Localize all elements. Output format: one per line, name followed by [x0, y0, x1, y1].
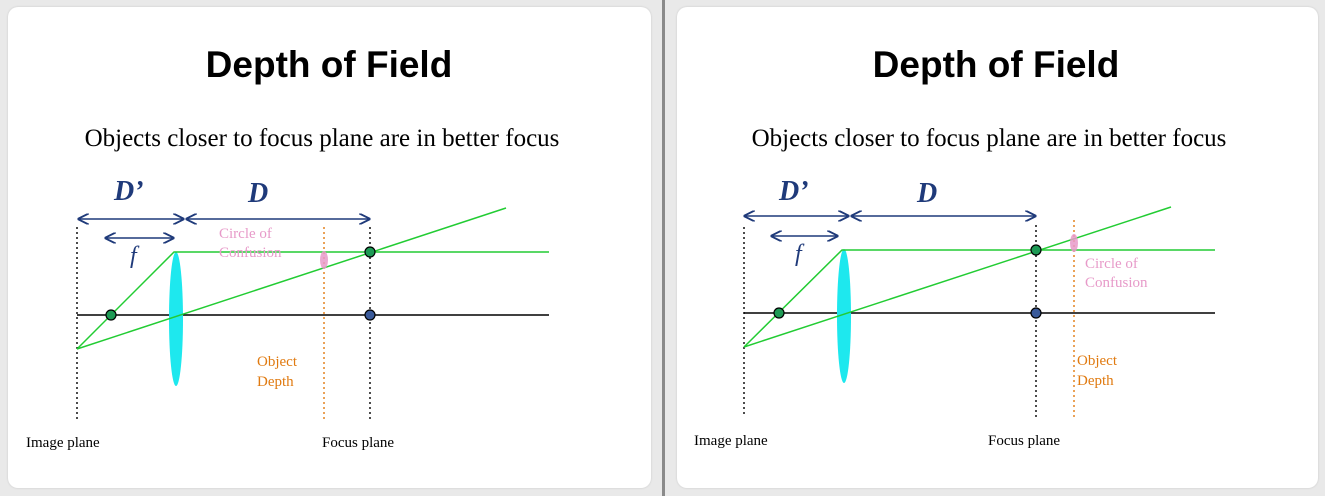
- coc-label-line1: Circle of: [1085, 256, 1138, 272]
- slide-right: Depth of Field Objects closer to focus p…: [677, 7, 1318, 488]
- focus-plane-label: Focus plane: [322, 435, 394, 451]
- focal-point-dot: [773, 307, 785, 319]
- window-divider[interactable]: [662, 0, 665, 496]
- slide-subtitle: Objects closer to focus plane are in bet…: [85, 125, 560, 152]
- dof-diagram-left: Depth of Field Objects closer to focus p…: [26, 44, 560, 451]
- circle-of-confusion-marker: [320, 251, 328, 269]
- chief-ray: [76, 207, 507, 350]
- slide-left: Depth of Field Objects closer to focus p…: [8, 7, 651, 488]
- circle-of-confusion-marker: [1070, 234, 1078, 252]
- coc-label-line2: Confusion: [1085, 275, 1148, 291]
- lens: [169, 252, 183, 386]
- parallel-ray: [76, 251, 549, 350]
- label-d-prime: D’: [778, 176, 809, 207]
- lens: [837, 249, 851, 383]
- object-depth-label-line2: Depth: [257, 374, 294, 390]
- label-d-prime: D’: [113, 176, 144, 207]
- slide-title: Depth of Field: [206, 44, 453, 85]
- chief-ray: [743, 206, 1172, 348]
- object-depth-label-line2: Depth: [1077, 373, 1114, 389]
- focus-axis-dot: [1030, 307, 1042, 319]
- focus-point-dot: [1030, 244, 1042, 256]
- label-d: D: [916, 178, 937, 209]
- focal-point-dot: [105, 309, 117, 321]
- focus-axis-dot: [364, 309, 376, 321]
- label-f: f: [795, 241, 805, 267]
- coc-label-line1: Circle of: [219, 226, 272, 242]
- focus-plane-label: Focus plane: [988, 433, 1060, 449]
- image-plane-label: Image plane: [26, 435, 100, 451]
- slide-subtitle: Objects closer to focus plane are in bet…: [752, 125, 1227, 152]
- label-d: D: [247, 178, 268, 209]
- label-f: f: [130, 243, 140, 269]
- dof-diagram-right: Depth of Field Objects closer to focus p…: [694, 44, 1227, 449]
- object-depth-label-line1: Object: [257, 354, 298, 370]
- image-plane-label: Image plane: [694, 433, 768, 449]
- object-depth-label-line1: Object: [1077, 353, 1118, 369]
- slide-title: Depth of Field: [873, 44, 1120, 85]
- coc-label-line2: Confusion: [219, 245, 282, 261]
- parallel-ray: [743, 249, 1215, 348]
- focus-point-dot: [364, 246, 376, 258]
